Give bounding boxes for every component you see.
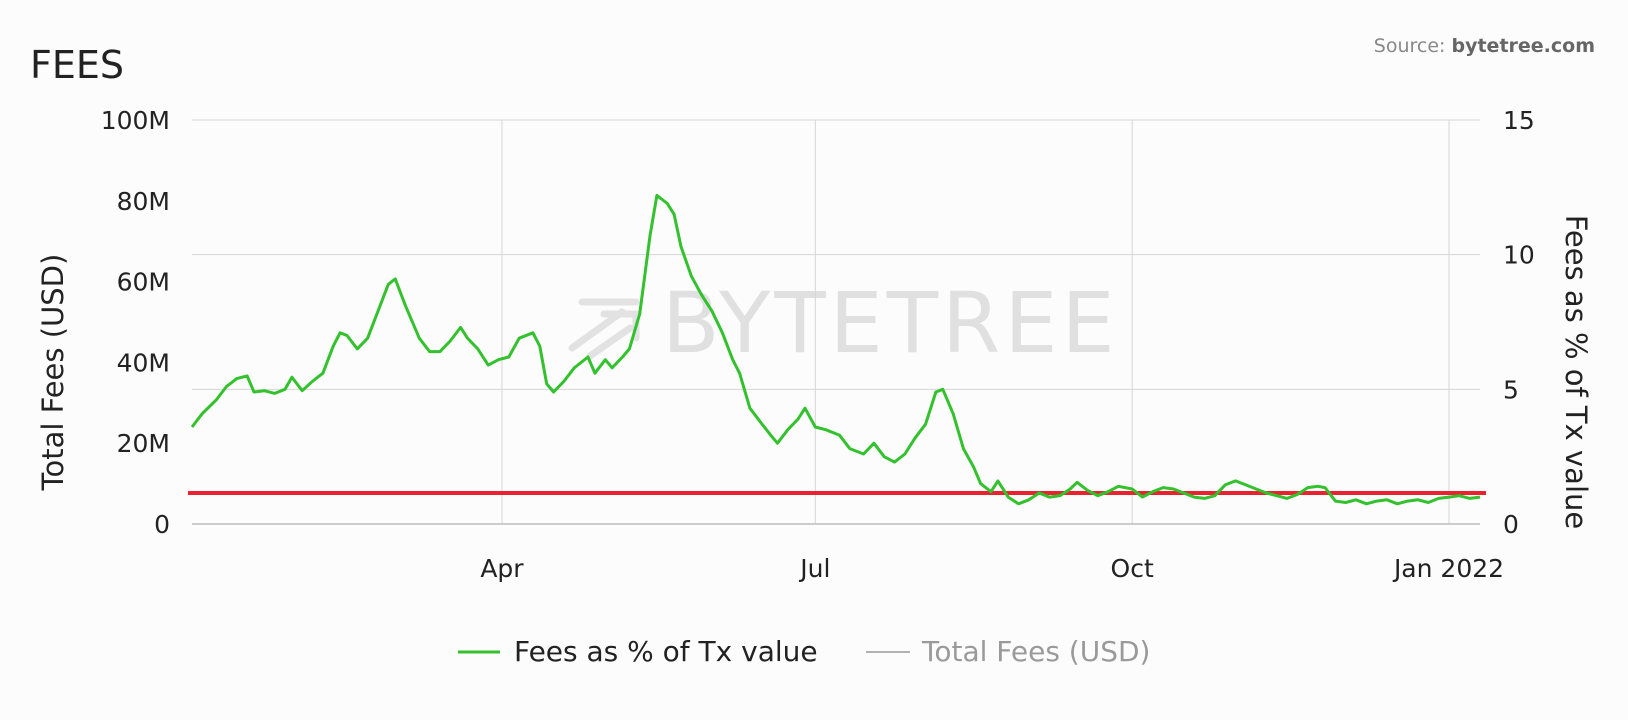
series-line-fees-pct [190, 193, 1481, 506]
y-right-axis-label: Fees as % of Tx value [1559, 215, 1593, 529]
x-tick-label-1: Jul [798, 554, 830, 583]
x-axis-ticks: Apr Jul Oct Jan 2022 [480, 554, 1504, 583]
y-left-axis-label: Total Fees (USD) [36, 254, 70, 492]
y-left-tick-label-0: 0 [154, 510, 170, 539]
legend-label-total-fees: Total Fees (USD) [921, 635, 1150, 668]
chart-grid [192, 119, 1480, 524]
y-left-tick-label-4: 80M [117, 187, 170, 216]
legend-item-total-fees[interactable]: Total Fees (USD) [866, 635, 1150, 668]
y-right-axis-ticks: 0 5 10 15 [1503, 106, 1535, 539]
x-tick-label-0: Apr [480, 554, 524, 583]
source-label: Source: [1374, 35, 1452, 57]
y-right-tick-label-2: 10 [1503, 241, 1535, 270]
y-left-tick-label-1: 20M [117, 429, 170, 458]
y-left-tick-label-3: 60M [117, 268, 170, 297]
x-tick-label-3: Jan 2022 [1392, 554, 1504, 583]
y-left-tick-label-5: 100M [101, 106, 170, 135]
chart-title: FEES [30, 43, 124, 87]
y-right-tick-label-3: 15 [1503, 106, 1535, 135]
y-right-tick-label-1: 5 [1503, 375, 1519, 404]
y-left-tick-label-2: 40M [117, 348, 170, 377]
y-left-axis-ticks: 0 20M 40M 60M 80M 100M [101, 106, 170, 539]
legend-label-fees-pct: Fees as % of Tx value [514, 635, 818, 668]
source-credit[interactable]: Source: bytetree.com [1374, 35, 1595, 57]
source-site[interactable]: bytetree.com [1451, 35, 1595, 57]
legend-item-fees-pct[interactable]: Fees as % of Tx value [458, 635, 818, 668]
y-right-tick-label-0: 0 [1503, 510, 1519, 539]
legend: Fees as % of Tx value Total Fees (USD) [458, 635, 1150, 668]
bytetree-watermark: BYTETREE [568, 274, 1119, 372]
watermark-text: BYTETREE [662, 274, 1119, 372]
bytetree-logo-icon [568, 298, 640, 360]
x-tick-label-2: Oct [1111, 554, 1154, 583]
